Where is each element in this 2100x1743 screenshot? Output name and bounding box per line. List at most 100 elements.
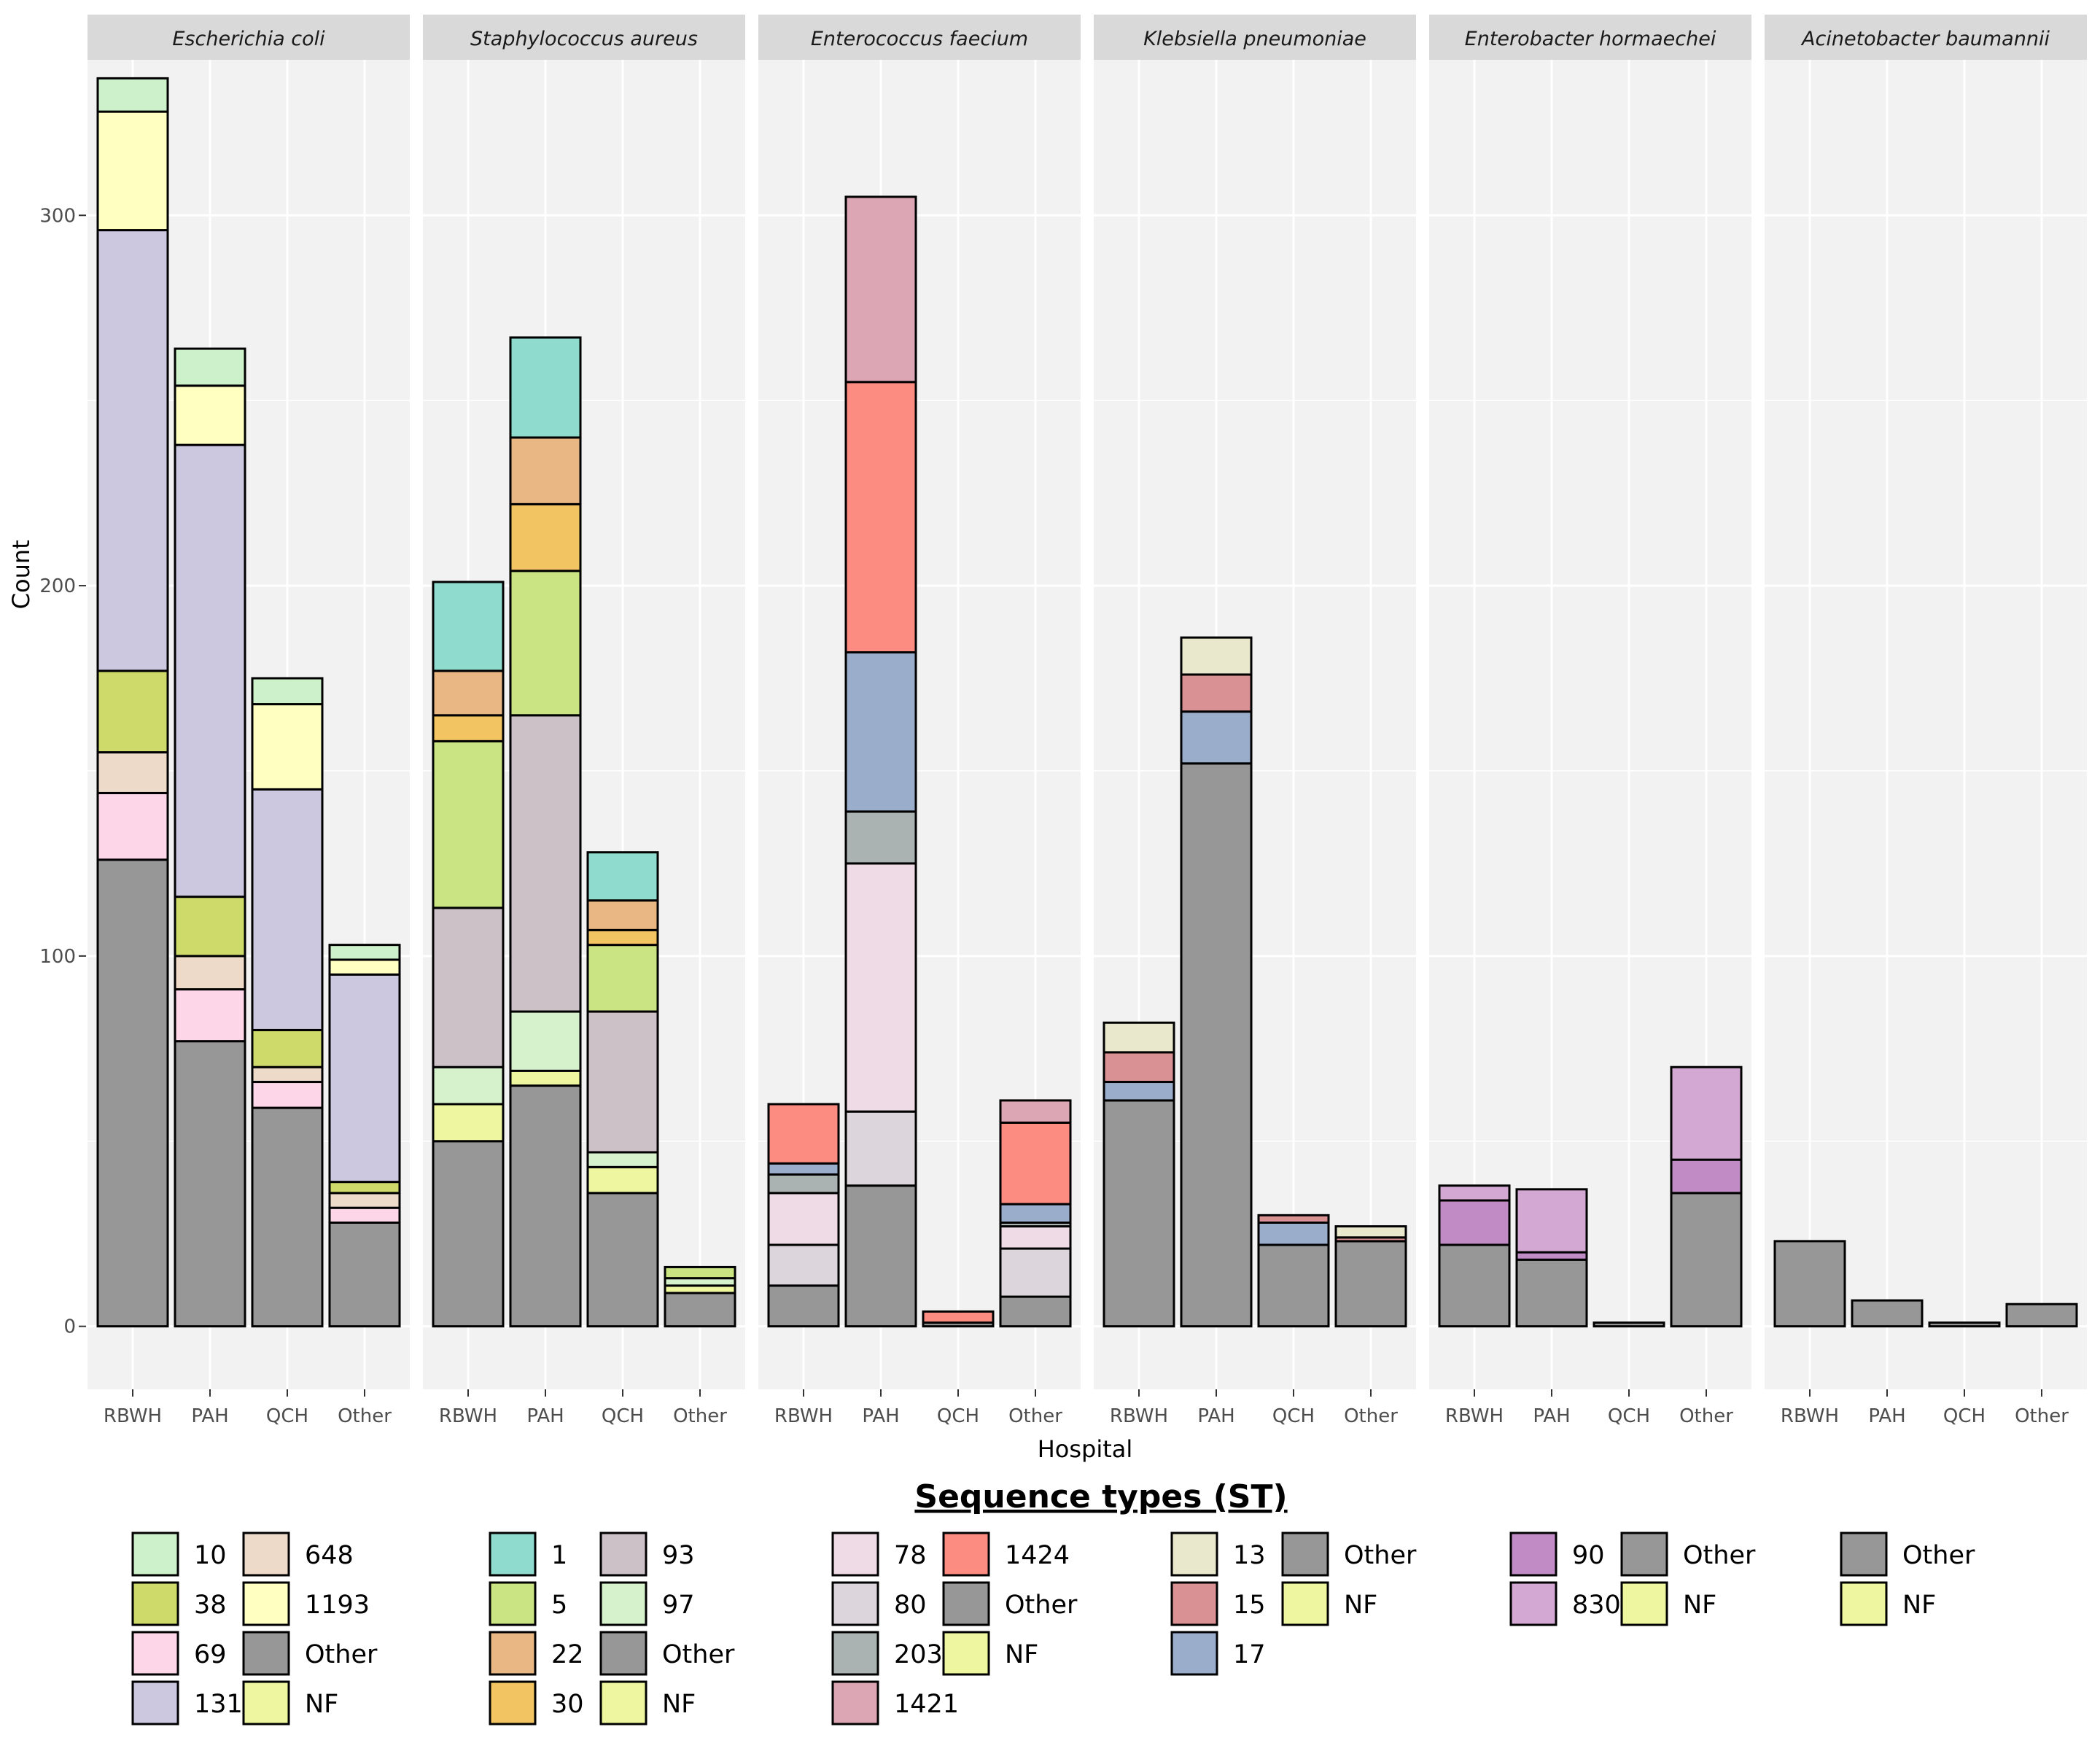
legend-label: 1193 xyxy=(305,1591,370,1620)
legend-label: NF xyxy=(1344,1591,1377,1620)
bar-segment xyxy=(432,1103,505,1143)
bar-segment xyxy=(251,1065,324,1084)
facet-title: Enterobacter hormaechei xyxy=(1465,28,1716,50)
bar-segment xyxy=(432,669,505,717)
bar-segment xyxy=(1180,710,1253,765)
bar-segment xyxy=(1334,1240,1407,1328)
legend-swatch xyxy=(242,1532,290,1577)
bar-segment xyxy=(1438,1184,1511,1202)
bar-segment xyxy=(1102,1051,1175,1084)
bar-segment xyxy=(432,714,505,742)
legend-label: 90 xyxy=(1572,1541,1605,1570)
legend-swatch xyxy=(1620,1581,1668,1626)
legend-swatch xyxy=(1620,1532,1668,1577)
bar-segment xyxy=(1102,1099,1175,1328)
legend-swatch xyxy=(1509,1532,1558,1577)
legend-title: Sequence types (ST) xyxy=(914,1478,1287,1515)
legend-label: 22 xyxy=(551,1640,584,1669)
bar-segment xyxy=(509,570,582,717)
legend-label: 1424 xyxy=(1005,1541,1070,1570)
legend-swatch xyxy=(489,1631,537,1676)
bar-segment xyxy=(1670,1158,1743,1195)
bar-segment xyxy=(96,751,169,794)
bar-segment xyxy=(328,1181,401,1195)
bar-segment xyxy=(767,1243,840,1287)
bar-segment xyxy=(844,862,917,1113)
bar-segment xyxy=(96,669,169,754)
x-tick-label: RBWH xyxy=(1781,1405,1839,1427)
bar-segment xyxy=(844,810,917,865)
bar-segment xyxy=(1257,1214,1330,1224)
legend-label: NF xyxy=(305,1690,338,1719)
x-tick-label: RBWH xyxy=(104,1405,162,1427)
legend-label: 38 xyxy=(194,1591,227,1620)
x-tick-label: PAH xyxy=(1533,1405,1570,1427)
bar-segment xyxy=(328,973,401,1184)
bar-segment xyxy=(586,944,659,1013)
y-tick-label: 0 xyxy=(63,1316,76,1338)
legend-swatch xyxy=(489,1532,537,1577)
legend-swatch xyxy=(242,1581,290,1626)
legend-label: 1 xyxy=(551,1541,567,1570)
facet-strip xyxy=(1765,15,2087,60)
x-tick-label: PAH xyxy=(1868,1405,1905,1427)
bar-segment xyxy=(432,1140,505,1328)
bar-segment xyxy=(251,1028,324,1068)
bar-segment xyxy=(586,1192,659,1328)
legend-swatch xyxy=(489,1581,537,1626)
bar-segment xyxy=(174,1040,246,1328)
legend-label: 13 xyxy=(1233,1541,1266,1570)
facet-strip xyxy=(758,15,1081,60)
facet-panel: Enterobacter hormaechei RBWH PAH QCH Other xyxy=(1429,15,1751,1427)
legend-label: NF xyxy=(1902,1591,1936,1620)
bar-segment xyxy=(1257,1243,1330,1328)
bar-segment xyxy=(999,1295,1072,1328)
bar-segment xyxy=(767,1103,840,1165)
x-tick-label: RBWH xyxy=(774,1405,833,1427)
bar-segment xyxy=(922,1310,995,1324)
bar-segment xyxy=(1102,1021,1175,1054)
x-tick-label: RBWH xyxy=(1445,1405,1504,1427)
legend-label: 648 xyxy=(305,1541,354,1570)
legend-swatch xyxy=(1281,1532,1329,1577)
bar-segment xyxy=(999,1203,1072,1224)
facet-strip xyxy=(1094,15,1416,60)
bar-segment xyxy=(328,958,401,976)
bar-segment xyxy=(432,907,505,1068)
legend-swatch xyxy=(131,1631,179,1676)
bar-segment xyxy=(251,788,324,1031)
bar-segment xyxy=(586,1151,659,1168)
bar-segment xyxy=(509,502,582,572)
bar-segment xyxy=(251,1081,324,1109)
legend-swatch xyxy=(831,1581,879,1626)
bar-segment xyxy=(844,195,917,384)
bar-segment xyxy=(1851,1299,1924,1328)
bar-segment xyxy=(1334,1225,1407,1239)
y-tick-label: 200 xyxy=(39,575,76,597)
x-tick-label: Other xyxy=(338,1405,392,1427)
legend-swatch xyxy=(1170,1631,1218,1676)
legend-label: Other xyxy=(662,1640,735,1669)
facet-strip xyxy=(88,15,410,60)
bar-segment xyxy=(509,714,582,1013)
facet-panel: Klebsiella pneumoniae RBWH PAH QCH Other xyxy=(1094,15,1416,1427)
bar-segment xyxy=(174,988,246,1043)
bar-segment xyxy=(767,1284,840,1328)
x-tick-label: Other xyxy=(1344,1405,1398,1427)
bar-segment xyxy=(174,384,246,446)
bar-segment xyxy=(251,677,324,706)
legend-label: 69 xyxy=(194,1640,227,1669)
legend-label: Other xyxy=(1683,1541,1756,1570)
facet-panel: Escherichia coli RBWH PAH QCH Other xyxy=(88,15,410,1427)
y-tick-label: 300 xyxy=(39,205,76,227)
bar-segment xyxy=(1670,1065,1743,1161)
bar-segment xyxy=(96,77,169,113)
legend-label: 97 xyxy=(662,1591,695,1620)
bar-segment xyxy=(1438,1243,1511,1328)
bar-segment xyxy=(328,1221,401,1328)
legend-swatch xyxy=(131,1581,179,1626)
bar-segment xyxy=(96,110,169,232)
x-tick-label: RBWH xyxy=(439,1405,497,1427)
bar-segment xyxy=(1438,1199,1511,1246)
